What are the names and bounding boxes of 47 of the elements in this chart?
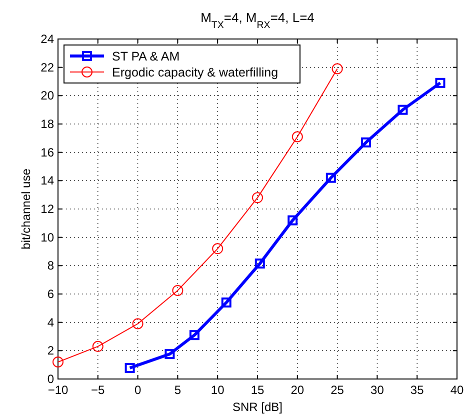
legend-label: ST PA & AM bbox=[112, 50, 180, 64]
y-tick-label: 16 bbox=[40, 145, 54, 160]
point bbox=[398, 104, 408, 115]
point bbox=[52, 356, 64, 368]
point bbox=[332, 63, 343, 74]
x-tick-label: 30 bbox=[370, 383, 384, 397]
y-tick-label: 10 bbox=[40, 230, 54, 244]
x-tick-label: 25 bbox=[330, 383, 344, 397]
x-tick-label: 5 bbox=[174, 383, 182, 397]
point bbox=[92, 340, 104, 352]
x-tick-label: 35 bbox=[410, 383, 424, 397]
x-tick-label: 10 bbox=[210, 383, 225, 397]
y-tick-label: 12 bbox=[40, 202, 54, 216]
point bbox=[326, 172, 336, 183]
point bbox=[254, 258, 265, 269]
x-tick-label: −10 bbox=[48, 383, 68, 397]
y-tick-label: 6 bbox=[47, 287, 54, 301]
x-axis-title: SNR [dB] bbox=[232, 400, 283, 414]
chart-title: M$_{TX}$=4, M$_{RX}$=4, L=4 bbox=[200, 10, 314, 30]
point bbox=[132, 318, 144, 330]
point bbox=[288, 215, 298, 226]
point bbox=[124, 362, 135, 373]
point bbox=[189, 330, 200, 340]
point bbox=[221, 298, 232, 308]
y-tick-label: 20 bbox=[40, 88, 54, 103]
y-tick-label: 24 bbox=[40, 32, 54, 46]
y-tick-label: 2 bbox=[47, 344, 54, 358]
y-tick-label: 14 bbox=[40, 174, 54, 188]
y-tick-label: 22 bbox=[40, 60, 54, 74]
point bbox=[212, 243, 224, 254]
x-tick-label: 40 bbox=[450, 383, 464, 397]
y-tick-label: 4 bbox=[47, 315, 54, 330]
y-axis-title: bit/channel use bbox=[19, 168, 33, 250]
y-tick-label: 0 bbox=[47, 372, 54, 386]
point bbox=[172, 284, 184, 296]
x-tick-label: −5 bbox=[91, 383, 106, 397]
point bbox=[252, 192, 263, 204]
y-tick-label: 8 bbox=[47, 258, 54, 273]
point bbox=[292, 131, 303, 142]
point bbox=[435, 78, 446, 88]
point bbox=[164, 349, 175, 360]
y-tick-label: 18 bbox=[40, 117, 54, 131]
legend-label: Ergodic capacity & waterfilling bbox=[112, 66, 278, 80]
point bbox=[361, 137, 372, 148]
x-tick-label: 0 bbox=[134, 383, 142, 397]
x-tick-label: 15 bbox=[250, 383, 264, 397]
x-tick-label: 20 bbox=[290, 383, 304, 397]
